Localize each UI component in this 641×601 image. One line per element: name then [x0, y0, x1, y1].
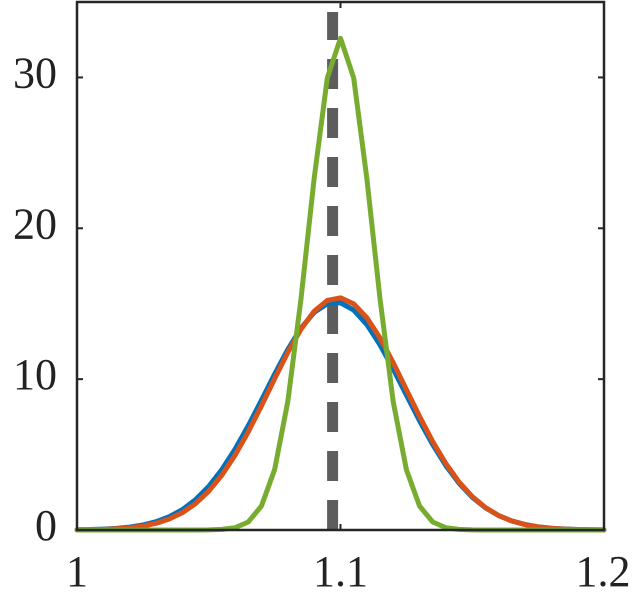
x-tick-label: 1.2: [576, 547, 631, 596]
plot-frame: [75, 0, 606, 532]
data-line: [74, 295, 607, 533]
y-tick-label: 30: [13, 49, 57, 98]
data-line: [74, 300, 607, 533]
data-line: [74, 35, 607, 533]
y-tick-label: 10: [13, 350, 57, 399]
x-tick-label: 1: [66, 547, 88, 596]
y-tick-label: 0: [35, 501, 57, 550]
y-tick-label: 20: [13, 199, 57, 248]
x-tick-label: 1.1: [313, 547, 368, 596]
